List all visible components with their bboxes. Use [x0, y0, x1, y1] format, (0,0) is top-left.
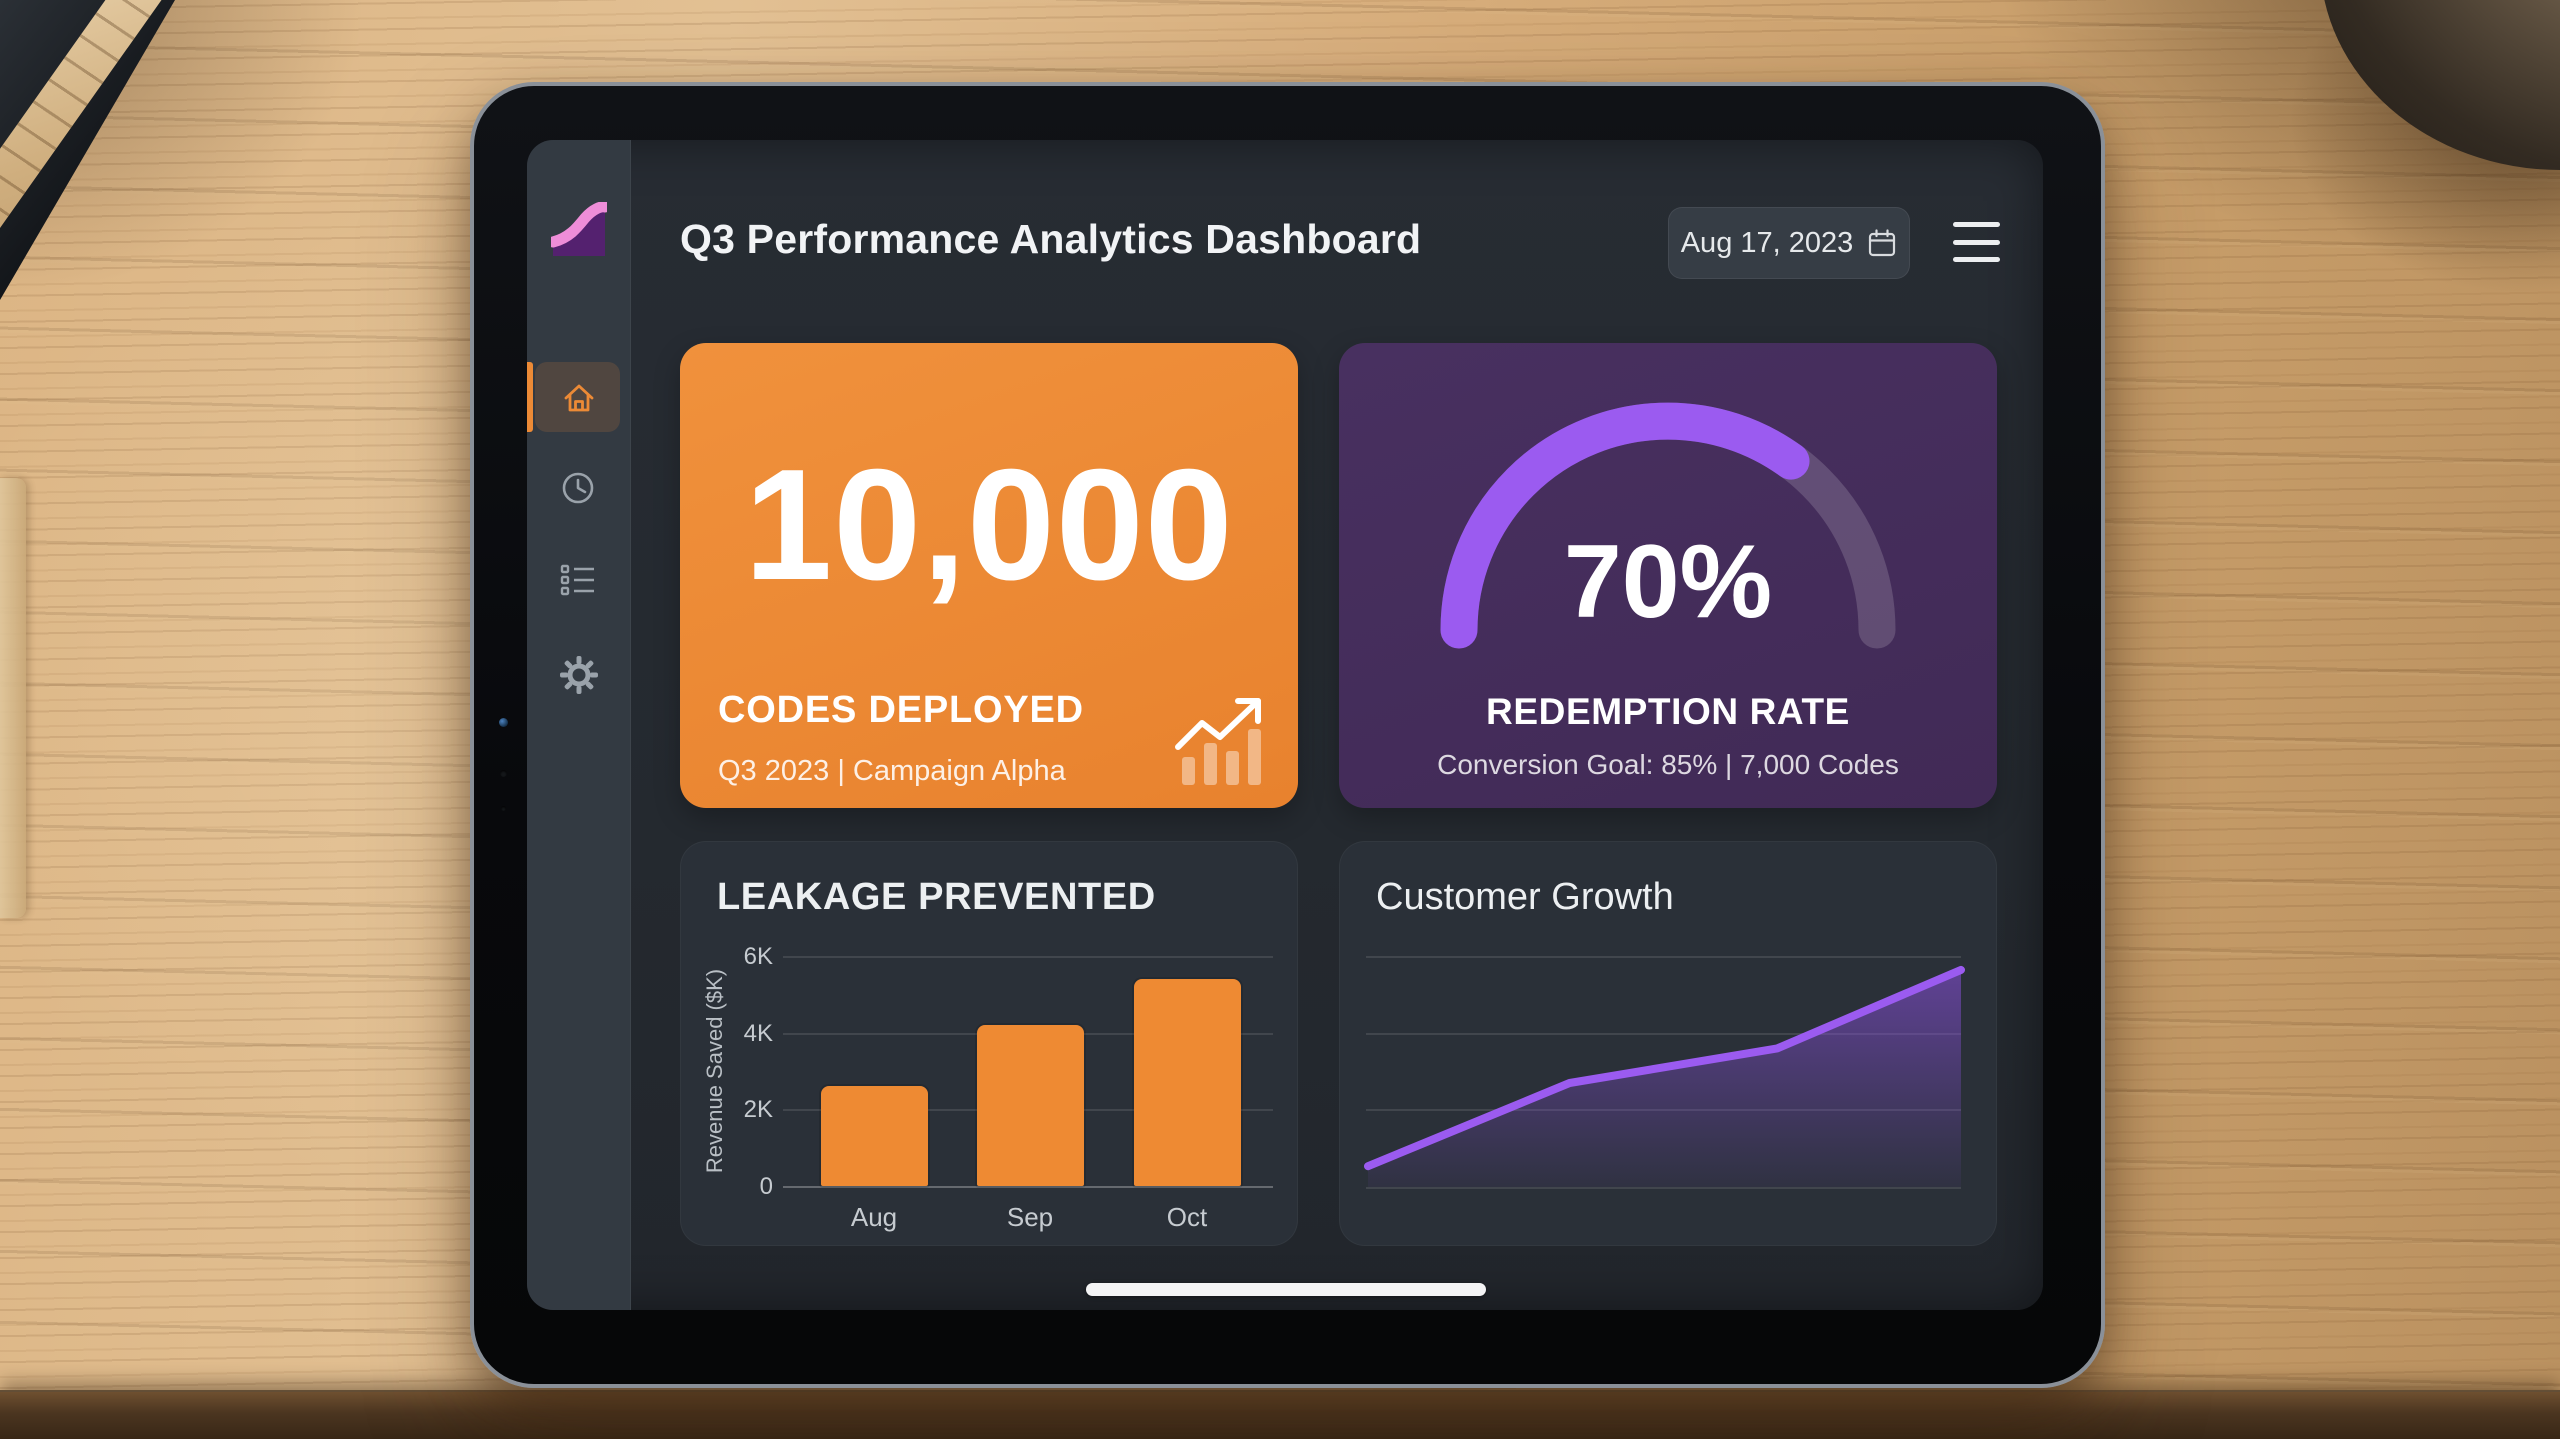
mic-hole [500, 770, 507, 777]
x-tick-label: Aug [850, 1202, 898, 1232]
x-tick-label: Sep [1006, 1202, 1054, 1232]
y-tick-label: 0 [759, 1173, 773, 1200]
bar-Sep [976, 1025, 1084, 1186]
calendar-icon [1869, 229, 1896, 257]
gear-icon[interactable] [559, 655, 599, 695]
desk-edge-board [0, 1390, 2560, 1439]
codes-deployed-sublabel: Q3 2023 | Campaign Alpha [718, 755, 1066, 787]
redemption-rate-value: 70% [1563, 524, 1773, 640]
clock-icon[interactable] [559, 469, 597, 507]
codes-deployed-card: 10,000 CODES DEPLOYED Q3 2023 | Campaign… [680, 343, 1298, 808]
y-tick-label: 6K [743, 943, 773, 970]
sidebar [527, 140, 631, 1310]
home-indicator[interactable] [1086, 1283, 1486, 1296]
bar-Aug [820, 1086, 928, 1186]
home-icon[interactable] [559, 378, 599, 418]
desk-object-edge [0, 478, 26, 918]
growth-area-chart [1364, 965, 1965, 1187]
codes-deployed-value: 10,000 [744, 437, 1234, 613]
redemption-rate-label: REDEMPTION RATE [1486, 691, 1850, 732]
redemption-gauge [1440, 402, 1896, 649]
sidebar-item-home[interactable] [535, 362, 620, 432]
gridline [783, 1186, 1273, 1188]
customer-growth-card: Customer Growth [1339, 841, 1997, 1246]
leakage-chart-title: LEAKAGE PREVENTED [717, 876, 1156, 918]
leakage-prevented-card: LEAKAGE PREVENTED Revenue Saved ($K) 6K 4… [680, 841, 1298, 1246]
y-tick-label: 4K [743, 1020, 773, 1047]
gridline [783, 956, 1273, 958]
page-title: Q3 Performance Analytics Dashboard [680, 216, 1422, 262]
date-label: Aug 17, 2023 [1680, 226, 1854, 259]
front-camera [499, 718, 508, 727]
y-tick-label: 2K [743, 1096, 773, 1123]
redemption-rate-sublabel: Conversion Goal: 85% | 7,000 Codes [1437, 749, 1899, 780]
leakage-bar-chart: 6K 4K 2K 0 Aug Sep Oct [681, 842, 1297, 1245]
date-picker[interactable]: Aug 17, 2023 [1668, 207, 1910, 279]
x-tick-label: Oct [1166, 1202, 1208, 1232]
gridline [1366, 1033, 1961, 1035]
app-logo-wave-icon [551, 202, 607, 256]
list-icon[interactable] [559, 561, 597, 599]
growth-chart-title: Customer Growth [1376, 876, 1674, 918]
bar-Oct [1133, 979, 1241, 1186]
tablet: Q3 Performance Analytics Dashboard Aug 1… [470, 82, 2105, 1388]
trend-up-icon [1175, 698, 1261, 785]
gridline [1366, 1187, 1961, 1189]
gridline [1366, 956, 1961, 958]
codes-deployed-label: CODES DEPLOYED [718, 689, 1084, 731]
redemption-rate-card: 70% REDEMPTION RATE Conversion Goal: 85%… [1339, 343, 1997, 808]
hamburger-menu-icon[interactable] [1953, 222, 2000, 262]
dashboard-screen: Q3 Performance Analytics Dashboard Aug 1… [527, 140, 2043, 1310]
mic-hole [501, 806, 506, 811]
active-nav-indicator [527, 362, 533, 432]
